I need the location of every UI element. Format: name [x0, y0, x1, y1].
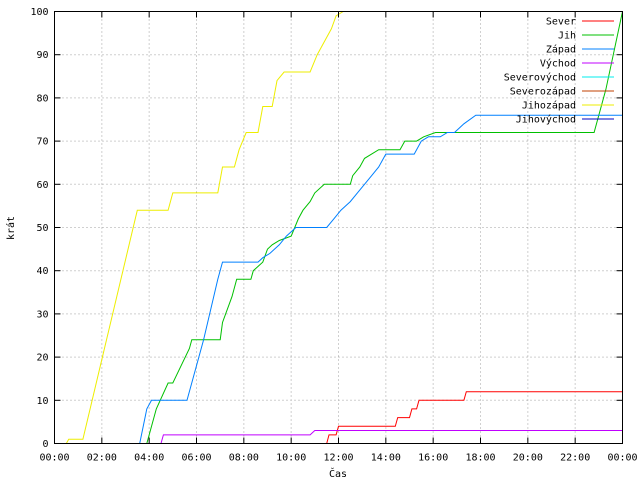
series-line [160, 430, 623, 444]
y-tick-label: 0 [42, 439, 48, 450]
legend-label: Severozápad [510, 86, 576, 98]
x-tick-label: 04:00 [134, 453, 164, 464]
x-tick-label: 16:00 [418, 453, 448, 464]
y-tick-label: 100 [30, 7, 48, 18]
x-tick-label: 06:00 [181, 453, 211, 464]
x-tick-label: 00:00 [607, 453, 637, 464]
x-tick-label: 20:00 [513, 453, 543, 464]
legend-label: Východ [540, 58, 576, 70]
y-tick-label: 30 [36, 309, 48, 320]
series-line [139, 114, 623, 444]
legend-label: Jihozápad [522, 100, 576, 112]
y-tick-label: 90 [36, 50, 48, 61]
series-line [326, 391, 623, 444]
y-axis-label: krát [5, 216, 17, 240]
grid [54, 11, 623, 444]
y-tick-label: 70 [36, 137, 48, 148]
x-tick-label: 10:00 [276, 453, 306, 464]
y-tick-label: 40 [36, 266, 48, 277]
series-lines [65, 11, 623, 444]
legend-label: Jihovýchod [516, 114, 576, 126]
x-tick-label: 08:00 [229, 453, 259, 464]
legend-label: Sever [546, 17, 576, 28]
y-tick-label: 20 [36, 353, 48, 364]
x-tick-label: 00:00 [39, 453, 69, 464]
axis-ticks [54, 11, 623, 444]
x-axis-label: Čas [329, 467, 347, 480]
x-tick-label: 02:00 [87, 453, 117, 464]
x-tick-label: 12:00 [323, 453, 353, 464]
legend-label: Jih [558, 31, 576, 42]
y-tick-label: 60 [36, 180, 48, 191]
y-tick-label: 10 [36, 396, 48, 407]
y-tick-label: 80 [36, 93, 48, 104]
series-line [65, 11, 344, 444]
x-tick-label: 14:00 [371, 453, 401, 464]
series-line [146, 11, 623, 444]
y-tick-label: 50 [36, 223, 48, 234]
x-tick-label: 18:00 [465, 453, 495, 464]
legend-label: Severovýchod [504, 72, 576, 84]
legend-label: Západ [546, 44, 576, 56]
x-tick-label: 22:00 [560, 453, 590, 464]
legend: Sever Jih Západ Východ Severovýchod Severozáp… [504, 17, 614, 126]
